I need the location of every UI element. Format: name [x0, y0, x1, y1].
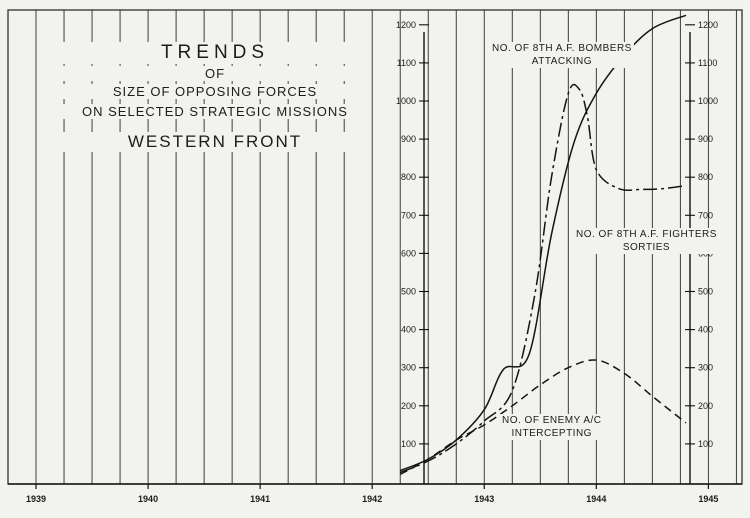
fighters-series-line	[399, 83, 687, 474]
right-y-tick-label: 400	[698, 325, 713, 335]
axes: 1939 1940 1941 1942 1943 1944 1945 100 100 200 200…	[8, 20, 742, 504]
left-y-tick-label: 1200	[396, 20, 416, 30]
left-y-tick-label: 300	[401, 363, 416, 373]
left-y-tick-label: 600	[401, 248, 416, 258]
left-y-tick-label: 1000	[396, 96, 416, 106]
left-y-tick-label: 200	[401, 401, 416, 411]
left-y-tick-label: 100	[401, 439, 416, 449]
enemy-series-label: NO. OF ENEMY A/C INTERCEPTING	[500, 414, 604, 440]
left-y-tick-label: 900	[401, 134, 416, 144]
right-y-tick-label: 200	[698, 401, 713, 411]
chart-title-line-4: ON SELECTED STRATEGIC MISSIONS	[60, 104, 370, 119]
chart-title-line-1: TRENDS	[60, 42, 370, 64]
right-y-tick-label: 300	[698, 363, 713, 373]
right-y-tick-label: 1000	[698, 96, 718, 106]
right-y-tick-label: 500	[698, 287, 713, 297]
left-y-tick-label: 500	[401, 287, 416, 297]
x-tick-label: 1943	[474, 494, 494, 504]
x-tick-label: 1939	[26, 494, 46, 504]
right-y-tick-label: 1100	[698, 58, 717, 68]
bombers-series-label: NO. OF 8TH A.F. BOMBERS ATTACKING	[490, 42, 634, 68]
right-y-tick-label: 1200	[698, 20, 718, 30]
enemy-series-line	[399, 359, 687, 476]
fighters-label-line-1: NO. OF 8TH A.F. FIGHTERS	[576, 229, 717, 240]
x-tick-label: 1941	[250, 494, 270, 504]
right-y-tick-label: 900	[698, 134, 713, 144]
enemy-label-line-1: NO. OF ENEMY A/C	[502, 415, 602, 426]
x-tick-label: 1944	[586, 494, 606, 504]
bombers-label-line-1: NO. OF 8TH A.F. BOMBERS	[492, 43, 632, 54]
fighters-series-label: NO. OF 8TH A.F. FIGHTERS SORTIES	[574, 228, 719, 254]
left-y-tick-label: 700	[401, 210, 416, 220]
right-y-tick-label: 800	[698, 172, 713, 182]
chart-title-line-3: SIZE OF OPPOSING FORCES	[60, 84, 370, 99]
right-y-tick-label: 700	[698, 210, 713, 220]
left-y-tick-label: 800	[401, 172, 416, 182]
x-tick-label: 1942	[362, 494, 382, 504]
enemy-label-line-2: INTERCEPTING	[511, 428, 592, 439]
right-y-tick-label: 100	[698, 439, 713, 449]
fighters-label-line-2: SORTIES	[622, 242, 671, 253]
x-tick-label: 1945	[698, 494, 718, 504]
left-y-tick-label: 400	[401, 325, 416, 335]
bombers-label-line-2: ATTACKING	[531, 56, 593, 67]
left-y-tick-label: 1100	[397, 58, 416, 68]
chart-title-line-2: OF	[60, 66, 370, 81]
x-tick-label: 1940	[138, 494, 158, 504]
chart-subtitle: WESTERN FRONT	[60, 132, 370, 152]
